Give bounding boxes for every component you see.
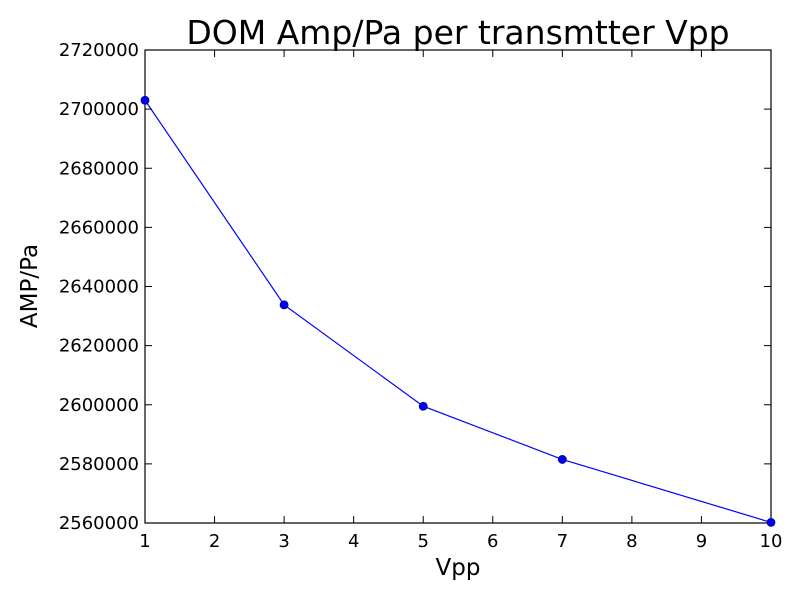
x-tick-label: 7 — [557, 531, 568, 552]
data-point — [557, 455, 567, 464]
series-layer — [140, 95, 776, 527]
y-axis-label: AMP/Pa — [17, 244, 43, 328]
x-tick-label: 10 — [760, 531, 783, 552]
y-axis: 2560000 2580000 2600000 2620000 2640000 26600… — [59, 40, 771, 534]
plot-frame — [144, 49, 772, 524]
x-tick-label: 3 — [278, 531, 289, 552]
y-tick-label: 2700000 — [59, 99, 139, 120]
y-tick-label: 2720000 — [59, 40, 139, 61]
y-tick-label: 2660000 — [59, 217, 139, 238]
x-axis: 1 2 3 4 5 6 7 8 9 10 — [139, 50, 782, 552]
x-tick-label: 4 — [348, 531, 359, 552]
x-tick-label: 5 — [417, 531, 428, 552]
x-tick-label: 1 — [139, 531, 150, 552]
y-tick-label: 2600000 — [59, 395, 139, 416]
x-tick-label: 8 — [626, 531, 637, 552]
y-tick-label: 2680000 — [59, 158, 139, 179]
data-point — [418, 401, 428, 411]
data-point — [279, 300, 289, 310]
x-tick-label: 6 — [487, 531, 498, 552]
series-line — [144, 99, 772, 523]
y-tick-label: 2640000 — [59, 277, 139, 298]
y-tick-label: 2580000 — [59, 454, 139, 475]
chart-title: DOM Amp/Pa per transmtter Vpp — [186, 13, 729, 52]
data-point — [140, 95, 150, 105]
y-tick-label: 2560000 — [59, 513, 139, 534]
x-axis-label: Vpp — [436, 555, 481, 581]
y-tick-label: 2620000 — [59, 336, 139, 357]
x-tick-label: 2 — [209, 531, 220, 552]
x-tick-label: 9 — [696, 531, 707, 552]
data-point — [766, 518, 776, 527]
